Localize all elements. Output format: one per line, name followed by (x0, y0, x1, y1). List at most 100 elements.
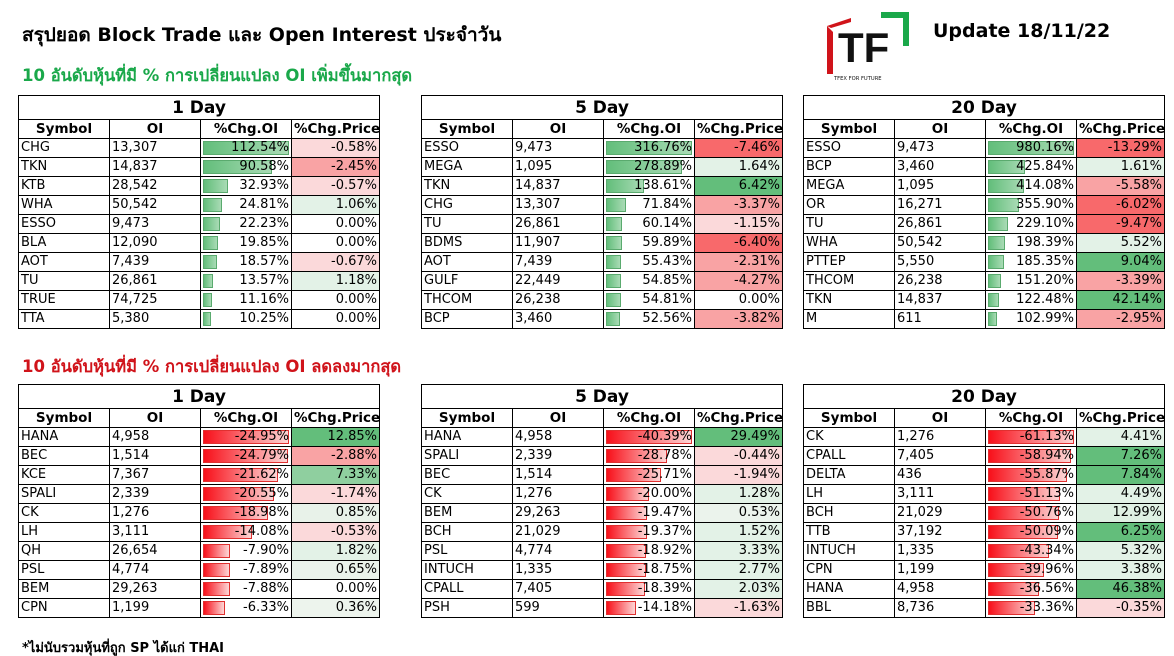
chg-price-value: 6.42% (738, 178, 781, 193)
table-row: MEGA 1,095 414.08% -5.58% (803, 176, 1166, 196)
oi-cell: 7,439 (109, 252, 201, 272)
chg-price-value: 0.00% (738, 292, 781, 307)
chg-price-value: -0.67% (331, 254, 378, 269)
chg-price-value: -0.57% (331, 178, 378, 193)
chg-price-cell: -0.35% (1075, 598, 1166, 618)
table-row: KCE 7,367 -21.62% 7.33% (18, 465, 381, 485)
chg-oi-cell: -18.75% (603, 560, 695, 580)
symbol-cell: ESSO (18, 214, 110, 234)
chg-oi-cell: -50.09% (985, 522, 1077, 542)
column-header: OI (894, 408, 986, 428)
table-row: PSH 599 -14.18% -1.63% (421, 598, 784, 618)
chg-oi-value: 55.43% (642, 254, 692, 269)
data-bar (203, 601, 225, 615)
oi-cell: 7,439 (512, 252, 604, 272)
table-row: CPN 1,199 -6.33% 0.36% (18, 598, 381, 618)
chg-oi-value: 151.20% (1016, 273, 1074, 288)
chg-price-value: -3.37% (734, 197, 781, 212)
chg-price-value: -1.63% (734, 600, 781, 615)
chg-oi-value: 316.76% (634, 140, 692, 155)
data-bar (203, 468, 278, 482)
chg-oi-value: -24.95% (234, 429, 289, 444)
chg-price-value: -13.29% (1107, 140, 1163, 155)
symbol-cell: ESSO (803, 138, 895, 158)
data-bar (988, 430, 1074, 444)
data-bar (203, 449, 288, 463)
chg-oi-value: 32.93% (239, 178, 289, 193)
chg-oi-value: 102.99% (1016, 311, 1074, 326)
chg-oi-cell: -61.13% (985, 427, 1077, 447)
chg-price-value: -5.58% (1116, 178, 1163, 193)
symbol-cell: M (803, 309, 895, 329)
chg-price-value: 0.85% (335, 505, 378, 520)
chg-price-value: 0.65% (335, 562, 378, 577)
oi-cell: 4,774 (109, 560, 201, 580)
chg-price-value: 3.33% (738, 543, 781, 558)
chg-price-value: 1.64% (738, 159, 781, 174)
data-bar (988, 274, 1001, 288)
chg-price-cell: -0.57% (290, 176, 381, 196)
chg-price-cell: 0.53% (693, 503, 784, 523)
symbol-cell: BBL (803, 598, 895, 618)
chg-price-value: 7.84% (1120, 467, 1163, 482)
oi-cell: 26,861 (109, 271, 201, 291)
chg-price-value: 29.49% (730, 429, 781, 444)
column-header: Symbol (803, 408, 895, 428)
oi-cell: 1,199 (894, 560, 986, 580)
data-bar (988, 236, 1005, 250)
period-header: 5 Day (420, 384, 784, 409)
oi-cell: 50,542 (109, 195, 201, 215)
table-row: CK 1,276 -20.00% 1.28% (421, 484, 784, 504)
table-row: TTA 5,380 10.25% 0.00% (18, 309, 381, 329)
table-row: KTB 28,542 32.93% -0.57% (18, 176, 381, 196)
chg-oi-cell: -25.71% (603, 465, 695, 485)
table-row: TKN 14,837 122.48% 42.14% (803, 290, 1166, 310)
oi-cell: 1,514 (109, 446, 201, 466)
chg-price-cell: 1.52% (693, 522, 784, 542)
symbol-cell: BCP (803, 157, 895, 177)
column-header: OI (109, 119, 201, 139)
table-row: AOT 7,439 18.57% -0.67% (18, 252, 381, 272)
chg-price-cell: 0.00% (290, 290, 381, 310)
footnote: *ไม่นับรวมหุ้นที่ถูก SP ได้แก่ THAI (22, 641, 225, 656)
column-header: OI (512, 119, 604, 139)
table-row: BCP 3,460 425.84% 1.61% (803, 157, 1166, 177)
table-row: BBL 8,736 -33.36% -0.35% (803, 598, 1166, 618)
oi-cell: 3,111 (109, 522, 201, 542)
chg-price-cell: 0.00% (290, 233, 381, 253)
chg-oi-value: -7.88% (243, 581, 289, 596)
data-bar (988, 255, 1004, 269)
chg-oi-value: -55.87% (1019, 467, 1074, 482)
table-row: CHG 13,307 112.54% -0.58% (18, 138, 381, 158)
chg-price-value: 7.26% (1120, 448, 1163, 463)
table-row: BEC 1,514 -24.79% -2.88% (18, 446, 381, 466)
chg-price-cell: -1.94% (693, 465, 784, 485)
chg-price-value: 1.52% (738, 524, 781, 539)
column-header: OI (512, 408, 604, 428)
chg-price-cell: 0.00% (290, 309, 381, 329)
data-bar (606, 198, 626, 212)
chg-oi-value: -21.62% (234, 467, 289, 482)
chg-price-cell: 0.00% (290, 579, 381, 599)
data-bar (203, 274, 213, 288)
oi-cell: 611 (894, 309, 986, 329)
data-bar (606, 506, 647, 520)
chg-price-cell: -2.88% (290, 446, 381, 466)
chg-oi-value: 11.16% (239, 292, 289, 307)
chg-oi-cell: -43.34% (985, 541, 1077, 561)
chg-price-cell: 12.99% (1075, 503, 1166, 523)
symbol-cell: TTB (803, 522, 895, 542)
chg-oi-cell: 414.08% (985, 176, 1077, 196)
chg-oi-cell: -33.36% (985, 598, 1077, 618)
data-bar (203, 312, 211, 326)
symbol-cell: THCOM (421, 290, 513, 310)
chg-oi-value: -18.75% (637, 562, 692, 577)
chg-oi-value: -58.94% (1019, 448, 1074, 463)
table-row: SPALI 2,339 -20.55% -1.74% (18, 484, 381, 504)
chg-oi-cell: -18.92% (603, 541, 695, 561)
chg-price-cell: -1.74% (290, 484, 381, 504)
chg-price-cell: 5.32% (1075, 541, 1166, 561)
data-bar (606, 582, 645, 596)
chg-oi-value: -14.18% (637, 600, 692, 615)
chg-price-value: 0.00% (335, 311, 378, 326)
